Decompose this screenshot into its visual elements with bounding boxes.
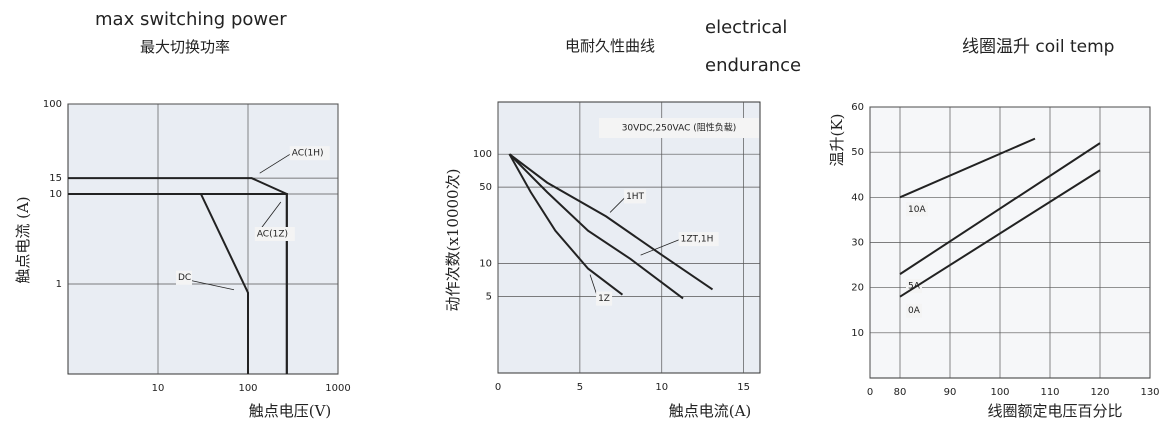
y-tick-label: 40 [851,192,864,203]
series-line [68,193,249,374]
y-axis-label: 温升(K) [828,114,846,167]
y-tick-label: 15 [49,173,62,184]
series-line [508,153,684,300]
label-bg [624,189,647,204]
x-tick-label: 0 [495,382,501,393]
y-tick-label: 50 [479,182,492,193]
series-label: 1ZT,1H [681,235,714,245]
x-tick-label: 130 [1140,387,1159,398]
label-leader [609,196,627,213]
series-label: 0A [908,306,921,316]
x-tick-label: 1000 [325,383,350,394]
plot-area [67,103,339,375]
y-tick-label: 1 [56,279,62,290]
chart-title: max switching power [95,9,287,30]
x-tick-label: 5 [577,382,583,393]
series-line [508,153,714,291]
label-bg [906,202,928,217]
y-axis-label: 触点电流 (A) [14,196,32,283]
chart-title: 线圈温升 coil temp [962,37,1114,57]
y-axis-label: 动作次数(x10000次) [444,169,462,312]
series-label: 1Z [598,294,610,304]
x-tick-label: 80 [894,387,907,398]
x-tick-label: 100 [990,387,1009,398]
chart-title-en: endurance [705,55,801,76]
y-tick-label: 10 [49,189,62,200]
x-tick-label: 120 [1090,387,1109,398]
y-tick-label: 50 [851,147,864,158]
y-tick-label: 30 [851,238,864,249]
y-tick-label: 20 [851,283,864,294]
series-label: 1HT [626,192,644,202]
chart-title: 电耐久性曲线 [565,37,655,55]
series-line [899,142,1101,275]
series-label: AC(1H) [292,149,324,159]
y-tick-label: 60 [851,102,864,113]
x-tick-label: 15 [737,382,750,393]
x-tick-label: 10 [152,383,165,394]
label-bg [254,227,295,241]
series-label: AC(1Z) [257,230,288,240]
y-tick-label: 10 [479,259,492,270]
series-line [508,153,624,296]
label-bg [678,232,719,247]
annotation: 30VDC,250VAC (阻性负载) [622,122,737,134]
series-label: DC [178,273,191,283]
x-tick-label: 10 [655,382,668,393]
series-line [899,137,1036,199]
y-tick-label: 100 [473,149,492,160]
annotation-box [599,118,759,138]
label-bg [289,146,330,161]
plot-area [497,101,761,374]
x-tick-label: 0 [867,387,873,398]
x-axis-label: 触点电流(A) [669,402,752,420]
x-tick-label: 90 [944,387,957,398]
label-leader [640,238,681,256]
y-tick-label: 100 [43,99,62,110]
series-line [899,169,1101,298]
series-label: 10A [908,205,926,215]
label-bg [906,303,922,318]
x-tick-label: 110 [1040,387,1059,398]
label-bg [596,291,613,306]
x-axis-label: 触点电压(V) [249,402,332,420]
x-axis-label: 线圈额定电压百分比 [987,402,1122,420]
y-tick-label: 5 [486,292,492,303]
label-leader [259,152,292,174]
chart-title-en: electrical [705,17,787,38]
label-bg [176,270,192,285]
y-tick-label: 10 [851,328,864,339]
x-tick-label: 100 [238,383,257,394]
chart-subtitle: 最大切换功率 [140,38,230,56]
